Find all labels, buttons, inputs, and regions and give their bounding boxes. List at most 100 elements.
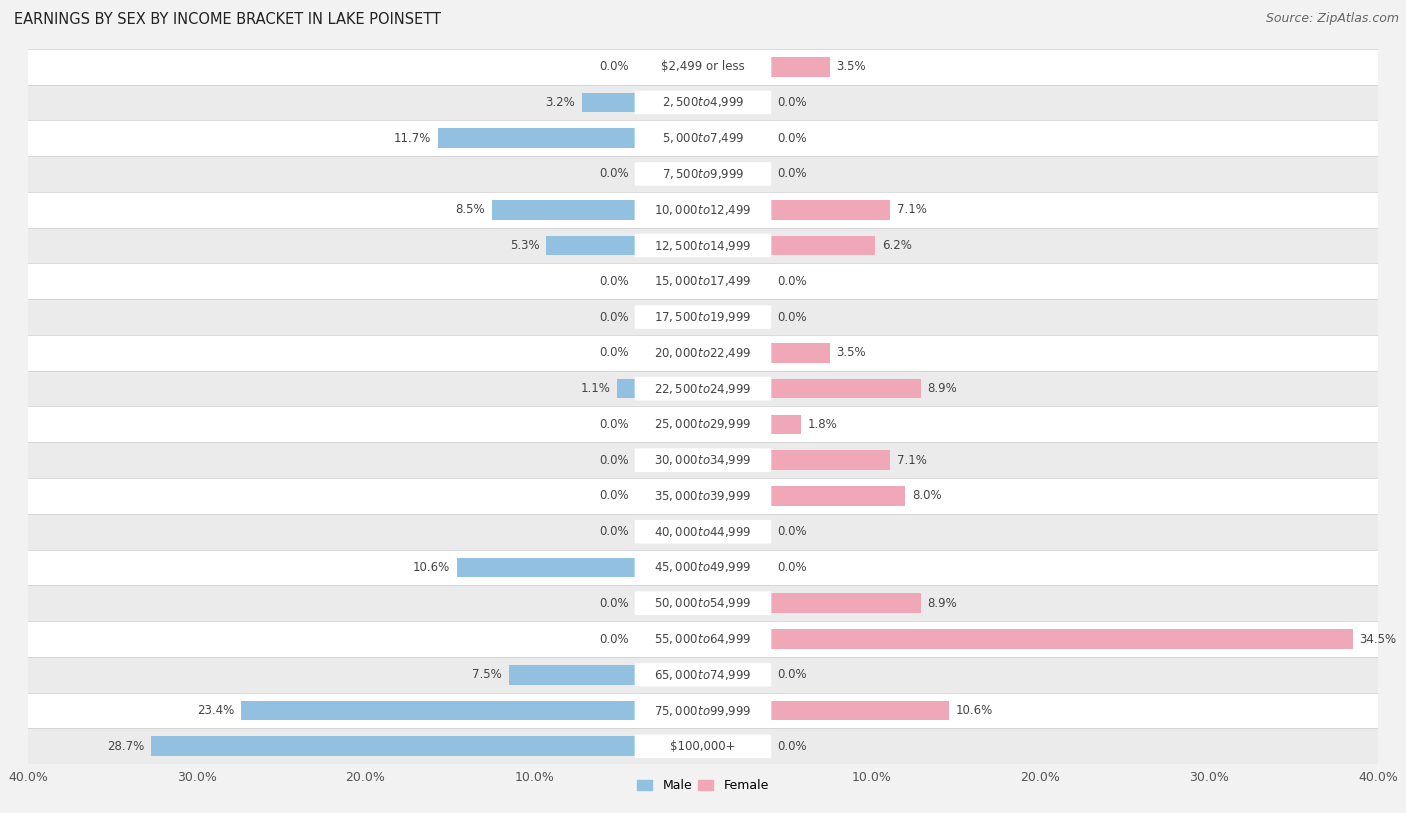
Text: 10.6%: 10.6% bbox=[413, 561, 450, 574]
Bar bbox=[770, 486, 905, 506]
FancyBboxPatch shape bbox=[634, 591, 772, 615]
Text: $2,499 or less: $2,499 or less bbox=[661, 60, 745, 73]
Text: 0.0%: 0.0% bbox=[599, 346, 628, 359]
Bar bbox=[28, 550, 1378, 585]
Text: 8.9%: 8.9% bbox=[928, 597, 957, 610]
Bar bbox=[770, 236, 875, 255]
Text: $30,000 to $34,999: $30,000 to $34,999 bbox=[654, 453, 752, 467]
FancyBboxPatch shape bbox=[634, 376, 772, 401]
Text: 6.2%: 6.2% bbox=[882, 239, 911, 252]
Bar bbox=[28, 442, 1378, 478]
FancyBboxPatch shape bbox=[634, 520, 772, 544]
Bar bbox=[28, 228, 1378, 263]
Bar bbox=[28, 192, 1378, 228]
Text: 0.0%: 0.0% bbox=[778, 311, 807, 324]
Text: $15,000 to $17,499: $15,000 to $17,499 bbox=[654, 274, 752, 289]
Text: 7.1%: 7.1% bbox=[897, 454, 927, 467]
Text: 1.1%: 1.1% bbox=[581, 382, 610, 395]
FancyBboxPatch shape bbox=[634, 698, 772, 723]
Bar bbox=[28, 621, 1378, 657]
Text: 1.8%: 1.8% bbox=[807, 418, 838, 431]
Text: 0.0%: 0.0% bbox=[599, 454, 628, 467]
Text: 3.2%: 3.2% bbox=[546, 96, 575, 109]
FancyBboxPatch shape bbox=[634, 627, 772, 651]
Text: 34.5%: 34.5% bbox=[1360, 633, 1396, 646]
FancyBboxPatch shape bbox=[634, 233, 772, 258]
Text: 0.0%: 0.0% bbox=[778, 561, 807, 574]
FancyBboxPatch shape bbox=[634, 663, 772, 687]
Text: 0.0%: 0.0% bbox=[599, 167, 628, 180]
FancyBboxPatch shape bbox=[634, 162, 772, 186]
Bar bbox=[770, 701, 949, 720]
Bar bbox=[617, 379, 636, 398]
Text: 0.0%: 0.0% bbox=[599, 525, 628, 538]
FancyBboxPatch shape bbox=[634, 484, 772, 508]
Text: $22,500 to $24,999: $22,500 to $24,999 bbox=[654, 381, 752, 396]
FancyBboxPatch shape bbox=[634, 305, 772, 329]
Bar bbox=[28, 156, 1378, 192]
Bar bbox=[439, 128, 636, 148]
FancyBboxPatch shape bbox=[634, 734, 772, 759]
Text: $7,500 to $9,999: $7,500 to $9,999 bbox=[662, 167, 744, 181]
Text: 0.0%: 0.0% bbox=[778, 275, 807, 288]
FancyBboxPatch shape bbox=[634, 198, 772, 222]
Text: $100,000+: $100,000+ bbox=[671, 740, 735, 753]
Bar bbox=[770, 343, 830, 363]
Text: $40,000 to $44,999: $40,000 to $44,999 bbox=[654, 524, 752, 539]
Text: 7.5%: 7.5% bbox=[472, 668, 502, 681]
Bar bbox=[770, 593, 921, 613]
Text: 5.3%: 5.3% bbox=[510, 239, 540, 252]
Text: 0.0%: 0.0% bbox=[778, 96, 807, 109]
Bar bbox=[240, 701, 636, 720]
Bar bbox=[28, 49, 1378, 85]
Bar bbox=[770, 57, 830, 76]
FancyBboxPatch shape bbox=[634, 341, 772, 365]
Text: EARNINGS BY SEX BY INCOME BRACKET IN LAKE POINSETT: EARNINGS BY SEX BY INCOME BRACKET IN LAK… bbox=[14, 12, 441, 27]
Bar bbox=[770, 415, 801, 434]
Legend: Male, Female: Male, Female bbox=[633, 774, 773, 798]
Text: 0.0%: 0.0% bbox=[778, 167, 807, 180]
Bar bbox=[28, 371, 1378, 406]
Text: $17,500 to $19,999: $17,500 to $19,999 bbox=[654, 310, 752, 324]
Bar bbox=[770, 379, 921, 398]
Bar bbox=[770, 450, 890, 470]
FancyBboxPatch shape bbox=[634, 448, 772, 472]
Text: $55,000 to $64,999: $55,000 to $64,999 bbox=[654, 632, 752, 646]
Bar bbox=[509, 665, 636, 685]
Text: 0.0%: 0.0% bbox=[778, 740, 807, 753]
Text: 0.0%: 0.0% bbox=[599, 489, 628, 502]
Bar bbox=[28, 85, 1378, 120]
Text: $50,000 to $54,999: $50,000 to $54,999 bbox=[654, 596, 752, 611]
Text: 8.9%: 8.9% bbox=[928, 382, 957, 395]
Text: 0.0%: 0.0% bbox=[599, 633, 628, 646]
Bar bbox=[582, 93, 636, 112]
FancyBboxPatch shape bbox=[634, 90, 772, 115]
Text: 3.5%: 3.5% bbox=[837, 60, 866, 73]
Text: $10,000 to $12,499: $10,000 to $12,499 bbox=[654, 202, 752, 217]
FancyBboxPatch shape bbox=[634, 269, 772, 293]
Bar bbox=[770, 629, 1353, 649]
Bar bbox=[152, 737, 636, 756]
Text: 0.0%: 0.0% bbox=[599, 597, 628, 610]
Text: 8.0%: 8.0% bbox=[912, 489, 942, 502]
Text: 0.0%: 0.0% bbox=[778, 132, 807, 145]
Text: 8.5%: 8.5% bbox=[456, 203, 485, 216]
Bar bbox=[28, 728, 1378, 764]
Text: $5,000 to $7,499: $5,000 to $7,499 bbox=[662, 131, 744, 146]
FancyBboxPatch shape bbox=[634, 555, 772, 580]
Text: $75,000 to $99,999: $75,000 to $99,999 bbox=[654, 703, 752, 718]
Bar bbox=[28, 693, 1378, 728]
Text: 0.0%: 0.0% bbox=[599, 418, 628, 431]
Text: 3.5%: 3.5% bbox=[837, 346, 866, 359]
Text: $35,000 to $39,999: $35,000 to $39,999 bbox=[654, 489, 752, 503]
Text: $20,000 to $22,499: $20,000 to $22,499 bbox=[654, 346, 752, 360]
Text: 0.0%: 0.0% bbox=[599, 60, 628, 73]
Text: 0.0%: 0.0% bbox=[778, 668, 807, 681]
Bar bbox=[28, 299, 1378, 335]
Text: 10.6%: 10.6% bbox=[956, 704, 993, 717]
Text: 7.1%: 7.1% bbox=[897, 203, 927, 216]
Text: $12,500 to $14,999: $12,500 to $14,999 bbox=[654, 238, 752, 253]
Bar bbox=[28, 406, 1378, 442]
FancyBboxPatch shape bbox=[634, 126, 772, 150]
Bar bbox=[457, 558, 636, 577]
